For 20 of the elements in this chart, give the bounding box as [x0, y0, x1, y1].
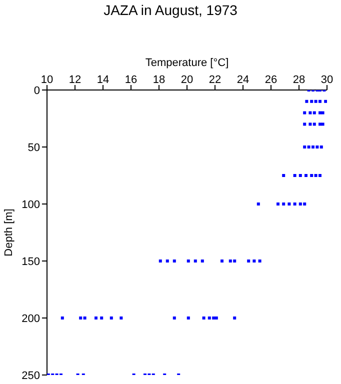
x-tick-label: 22 — [208, 74, 222, 86]
x-tick-label: 20 — [180, 74, 194, 86]
x-tick-label: 28 — [292, 74, 306, 86]
x-axis-title: Temperature [°C] — [145, 56, 229, 69]
x-tick-label: 16 — [124, 74, 138, 86]
x-tick-label: 12 — [68, 74, 82, 86]
y-tick-label: 200 — [22, 312, 40, 325]
x-tick-label: 26 — [264, 74, 278, 86]
x-tick-label: 10 — [40, 74, 54, 86]
x-tick-label: 24 — [236, 74, 250, 86]
y-tick-label: 250 — [22, 370, 40, 382]
y-tick-label: 0 — [34, 84, 40, 97]
y-tick-label: 100 — [22, 198, 40, 211]
y-tick-label: 50 — [28, 142, 40, 154]
y-axis-title: Depth [m] — [2, 208, 15, 256]
x-tick-label: 18 — [152, 74, 166, 86]
x-tick-label: 14 — [96, 74, 110, 86]
x-tick-label: 30 — [320, 74, 334, 86]
y-tick-label: 150 — [22, 256, 40, 268]
chart-title: JAZA in August, 1973 — [102, 2, 238, 18]
